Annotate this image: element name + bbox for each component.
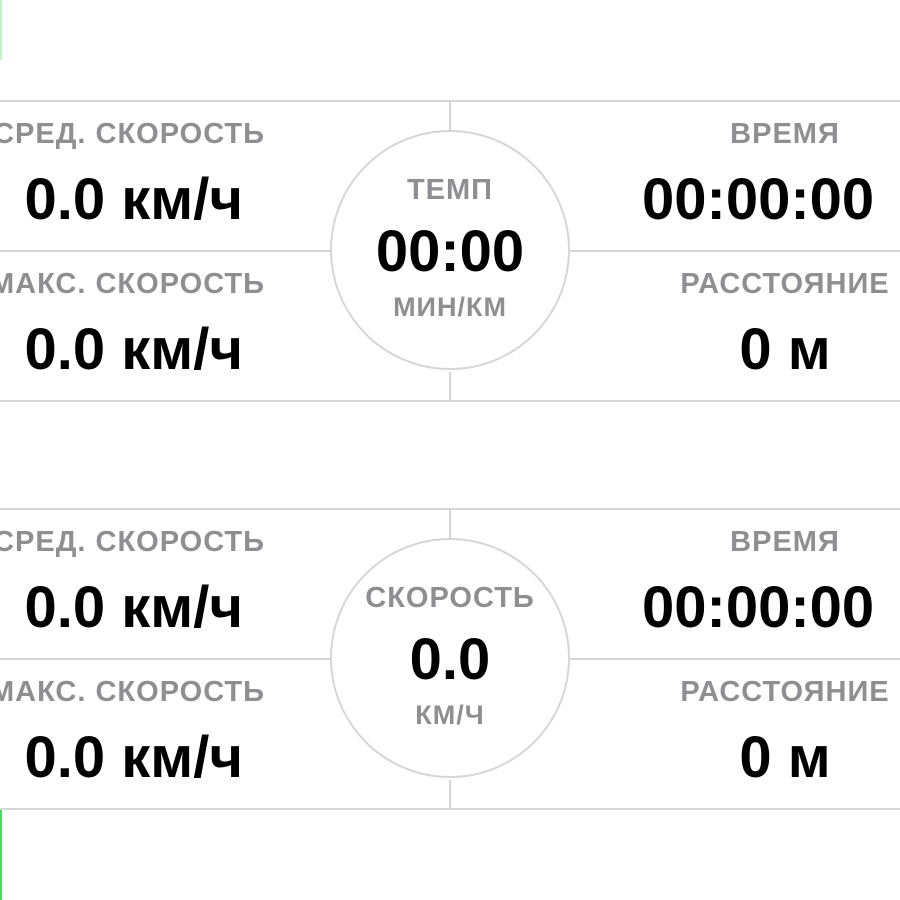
- speed-label: СКОРОСТЬ: [365, 582, 535, 614]
- pace-unit: МИН/КМ: [393, 292, 507, 322]
- divider-middle-right: [570, 658, 900, 660]
- max-speed-value: 0.0 км/ч: [24, 725, 243, 790]
- avg-speed-label: СРЕД. СКОРОСТЬ: [0, 526, 265, 558]
- avg-speed-label: СРЕД. СКОРОСТЬ: [0, 118, 265, 150]
- divider-vertical-upper: [449, 100, 451, 130]
- edge-accent-line: [0, 810, 2, 900]
- speed-stats-panel[interactable]: СРЕД. СКОРОСТЬ 0.0 км/ч МАКС. СКОРОСТЬ 0…: [0, 508, 900, 810]
- speed-unit: КМ/Ч: [415, 700, 485, 730]
- time-label: ВРЕМЯ: [730, 118, 840, 150]
- distance-label: РАССТОЯНИЕ: [680, 268, 890, 300]
- edge-accent-line: [0, 0, 2, 60]
- avg-speed-value: 0.0 км/ч: [24, 167, 243, 232]
- time-value: 00:00:00: [642, 575, 875, 640]
- divider-vertical-lower: [449, 780, 451, 810]
- speed-value: 0.0: [409, 627, 491, 692]
- max-speed-label: МАКС. СКОРОСТЬ: [0, 676, 265, 708]
- distance-value: 0 м: [739, 725, 831, 790]
- divider-vertical-upper: [449, 508, 451, 538]
- avg-speed-value: 0.0 км/ч: [24, 575, 243, 640]
- divider-middle-left: [0, 658, 332, 660]
- pace-gauge[interactable]: ТЕМП 00:00 МИН/КМ: [330, 130, 570, 370]
- max-speed-value: 0.0 км/ч: [24, 317, 243, 382]
- pace-value: 00:00: [375, 219, 525, 284]
- divider-middle-left: [0, 250, 332, 252]
- speed-gauge[interactable]: СКОРОСТЬ 0.0 КМ/Ч: [330, 538, 570, 778]
- distance-value: 0 м: [739, 317, 831, 382]
- pace-label: ТЕМП: [406, 174, 494, 206]
- divider-middle-right: [570, 250, 900, 252]
- time-label: ВРЕМЯ: [730, 526, 840, 558]
- divider-vertical-lower: [449, 372, 451, 402]
- max-speed-label: МАКС. СКОРОСТЬ: [0, 268, 265, 300]
- pace-stats-panel[interactable]: СРЕД. СКОРОСТЬ 0.0 км/ч МАКС. СКОРОСТЬ 0…: [0, 100, 900, 402]
- time-value: 00:00:00: [642, 167, 875, 232]
- distance-label: РАССТОЯНИЕ: [680, 676, 890, 708]
